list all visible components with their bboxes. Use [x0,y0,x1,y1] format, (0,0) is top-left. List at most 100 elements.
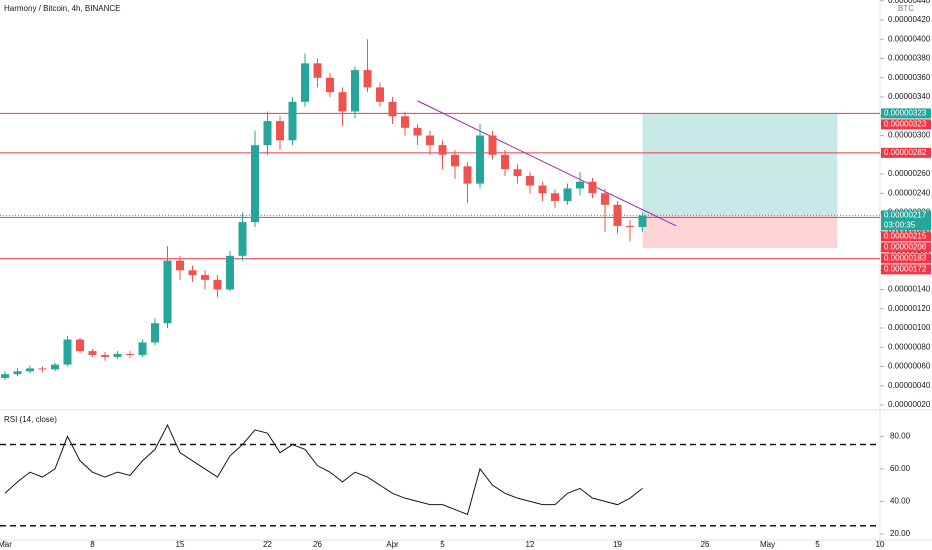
candle-body [488,135,497,155]
candle-body [126,353,134,355]
candle-body [276,121,284,141]
y-tick-label: 0.00000420 [888,15,931,24]
y-tick-label: 0.00000240 [888,188,931,197]
candle-body [326,77,334,93]
unit: BTC [898,4,914,13]
price-label-bg [881,147,931,158]
y-tick-label: 0.00000400 [888,34,931,43]
candle-body [426,135,434,146]
candle-body [401,116,409,128]
price-label: 0.00000323 [884,119,927,128]
x-tick-label: 5 [815,540,820,549]
candle-body [376,87,384,102]
chart-title: Harmony / Bitcoin, 4h, BINANCE [4,4,120,13]
candle-body [563,188,572,201]
price-label: 0.00000183 [884,254,927,263]
candle-body [476,135,484,184]
candle-body [601,193,609,205]
x-tick-label: 19 [613,540,622,549]
candle-body [263,121,272,146]
candle-body [101,354,109,357]
candle-body [151,323,159,343]
y-tick-label: 60.00 [890,464,911,473]
price-label: 0.00000215 [884,232,927,241]
rsi-title: RSI (14, close) [4,415,57,424]
y-tick-label: 0.00000100 [888,323,931,332]
price-label: 0.00000282 [884,148,927,157]
y-tick-label: 0.00000080 [888,342,931,351]
x-tick-label: 10 [876,540,885,549]
y-tick-label: 80.00 [890,432,911,441]
candle-body [38,368,47,370]
price-label-bg [881,253,931,264]
candle-body [626,225,634,227]
rsi-line [4,423,643,516]
price-label: 0.00000323 [884,108,927,117]
candle-body [213,279,222,290]
candle-body [1,374,9,379]
candle-body [576,181,584,189]
candle-body [551,193,559,201]
y-tick-label: 0.00000360 [888,73,931,82]
candle-body [26,368,34,372]
x-tick-label: 22 [263,540,272,549]
y-tick-label: 0.00000380 [888,54,931,63]
candle-body [313,63,322,78]
x-tick-label: 15 [176,540,185,549]
y-tick-label: 0.00000120 [888,304,931,313]
candle-body [288,101,297,141]
candle-body [238,222,247,256]
candle-body [613,204,622,226]
price-label: 0.00000217 [884,211,927,220]
candle-body [176,260,184,271]
candle-body [351,70,359,112]
x-tick-label: 8 [90,540,95,549]
candle-body [338,92,347,112]
candle-body [513,169,522,176]
candle-body [588,181,597,194]
x-tick-label: May [760,540,775,549]
y-tick-label: 40.00 [890,497,911,506]
price-label-bg [881,242,931,253]
y-tick-label: 0.00000260 [888,169,931,178]
candle-body [201,275,209,280]
x-tick-label: 26 [701,540,710,549]
candle-body [526,175,534,186]
y-tick-label: 20.00 [890,529,911,538]
candle-body [63,339,72,365]
profit-zone [642,113,838,216]
y-tick-label: 0.00000020 [888,400,931,409]
y-tick-label: 0.00000060 [888,362,931,371]
price-label: 0.00000206 [884,243,927,252]
candle-body [463,166,472,184]
x-tick-label: Mar [0,540,12,549]
price-label: 0.00000172 [884,265,927,274]
candle-body [413,127,422,136]
candle-body [88,351,97,355]
price-label-bg [881,264,931,275]
y-tick-label: 0.00000440 [888,0,931,5]
price-label-bg [881,231,931,242]
candle-body [13,371,22,375]
countdown: 03:00:35 [884,221,916,230]
loss-zone [642,215,838,249]
x-tick-label: 26 [313,540,322,549]
x-tick-label: 12 [526,540,535,549]
candle-body [301,63,309,102]
candle-body [226,255,234,290]
candle-body [251,145,259,223]
price-label-bg [881,108,931,119]
candle-body [451,154,459,167]
price-label-bg [881,210,931,231]
candle-body [138,342,147,355]
x-tick-label: Apr [386,540,399,549]
trend-line [417,100,677,227]
y-tick-label: 0.00000300 [888,131,931,140]
candle-body [363,70,372,88]
candle-body [538,185,547,194]
candle-body [638,215,647,227]
candle-body [438,145,447,155]
candle-body [188,270,197,276]
candle-body [501,154,509,170]
